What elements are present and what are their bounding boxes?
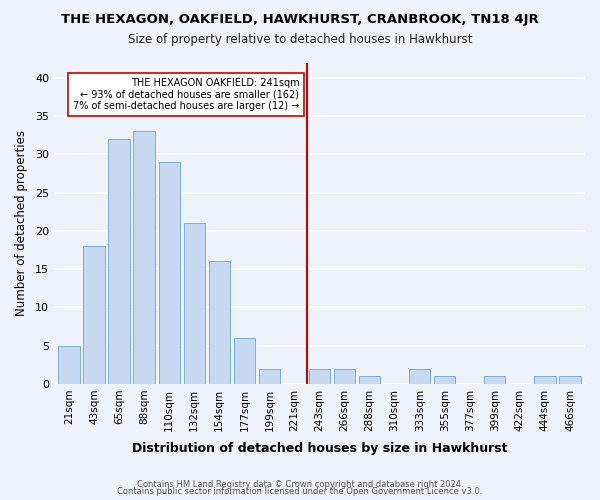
Bar xyxy=(133,132,155,384)
Bar xyxy=(58,346,80,384)
Bar xyxy=(233,338,255,384)
Text: Contains HM Land Registry data © Crown copyright and database right 2024.: Contains HM Land Registry data © Crown c… xyxy=(137,480,463,489)
Bar xyxy=(184,223,205,384)
Bar xyxy=(259,368,280,384)
Text: Contains public sector information licensed under the Open Government Licence v3: Contains public sector information licen… xyxy=(118,488,482,496)
Bar xyxy=(158,162,180,384)
Bar xyxy=(534,376,556,384)
Y-axis label: Number of detached properties: Number of detached properties xyxy=(15,130,28,316)
Bar xyxy=(434,376,455,384)
Bar xyxy=(334,368,355,384)
Text: THE HEXAGON, OAKFIELD, HAWKHURST, CRANBROOK, TN18 4JR: THE HEXAGON, OAKFIELD, HAWKHURST, CRANBR… xyxy=(61,12,539,26)
Bar xyxy=(409,368,430,384)
Bar xyxy=(484,376,505,384)
Bar xyxy=(209,262,230,384)
Text: THE HEXAGON OAKFIELD: 241sqm
← 93% of detached houses are smaller (162)
7% of se: THE HEXAGON OAKFIELD: 241sqm ← 93% of de… xyxy=(73,78,299,111)
X-axis label: Distribution of detached houses by size in Hawkhurst: Distribution of detached houses by size … xyxy=(132,442,507,455)
Bar xyxy=(559,376,581,384)
Bar xyxy=(83,246,104,384)
Bar xyxy=(309,368,330,384)
Bar xyxy=(359,376,380,384)
Bar xyxy=(109,139,130,384)
Text: Size of property relative to detached houses in Hawkhurst: Size of property relative to detached ho… xyxy=(128,32,472,46)
